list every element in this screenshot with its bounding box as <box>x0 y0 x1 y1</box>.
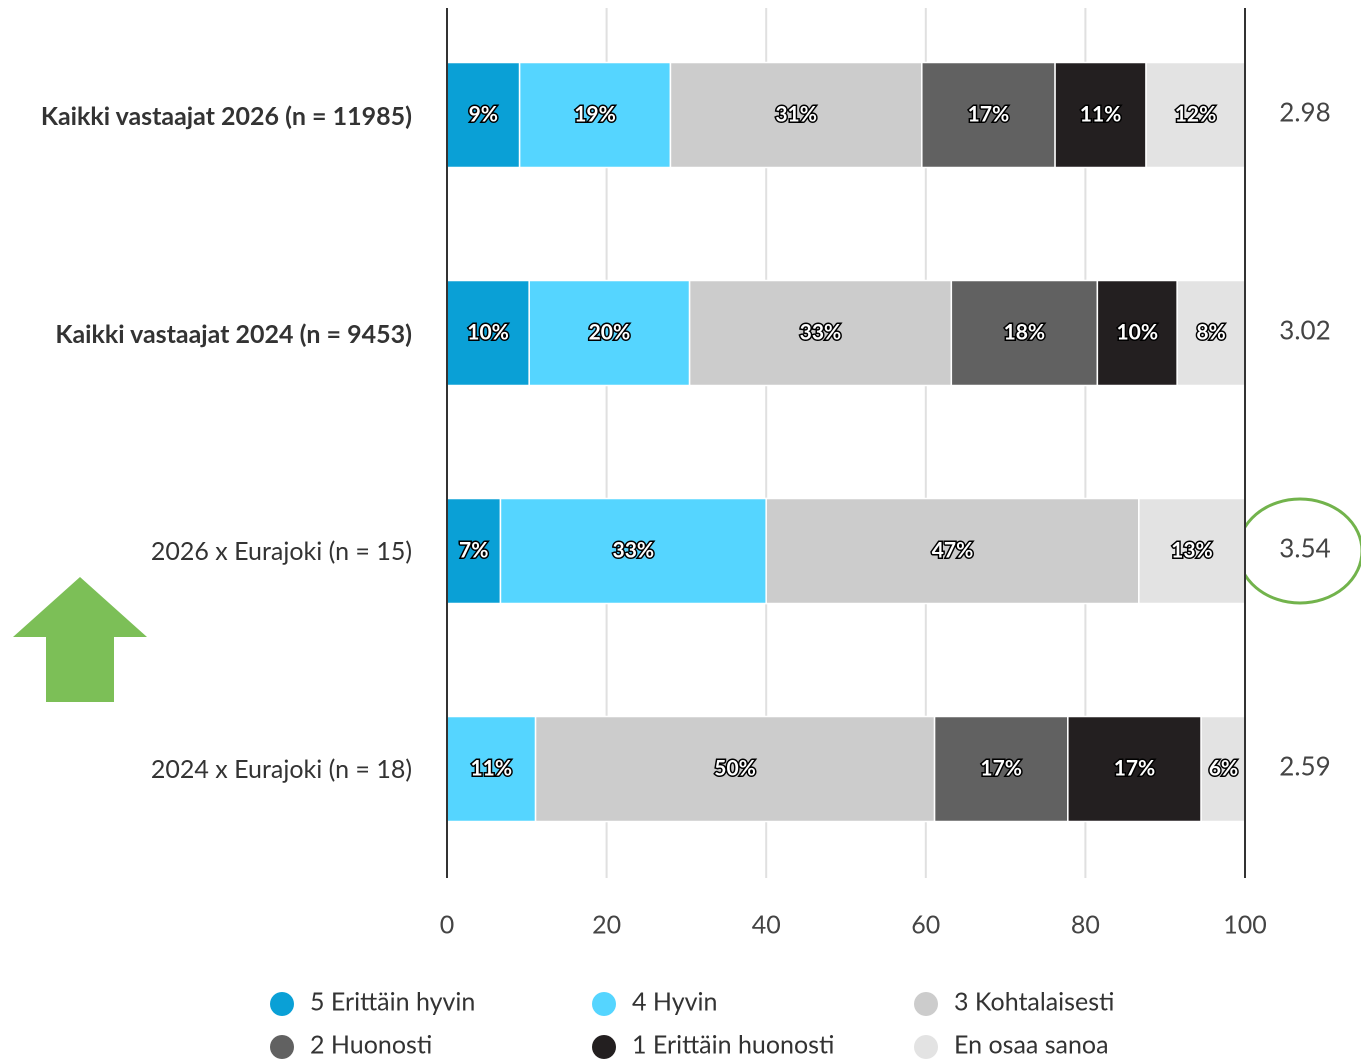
bar-segment <box>1145 61 1246 169</box>
data-label: 11% <box>1080 101 1122 126</box>
legend-swatch <box>270 992 294 1016</box>
legend-swatch <box>914 992 938 1016</box>
data-label: 18% <box>1004 319 1046 344</box>
legend-swatch <box>914 1035 938 1059</box>
legend-swatch <box>270 1035 294 1059</box>
category-label: 2026 x Eurajoki (n = 15) <box>150 536 412 566</box>
data-label: 31% <box>775 101 817 126</box>
legend-label: 5 Erittäin hyvin <box>310 986 475 1016</box>
category-label: 2024 x Eurajoki (n = 18) <box>150 754 412 784</box>
bar-segment <box>688 279 953 387</box>
x-tick-label: 40 <box>752 909 781 939</box>
bar-segment <box>1054 61 1147 169</box>
bar-segment <box>499 497 767 605</box>
x-tick-label: 80 <box>1071 909 1100 939</box>
data-label: 17% <box>980 755 1022 780</box>
data-label: 47% <box>932 537 974 562</box>
bar-segment <box>669 61 923 169</box>
data-label: 10% <box>467 319 509 344</box>
data-label: 12% <box>1175 101 1217 126</box>
legend-label: En osaa sanoa <box>954 1029 1109 1059</box>
legend-swatch <box>592 992 616 1016</box>
legend-label: 2 Huonosti <box>310 1029 432 1059</box>
x-tick-label: 20 <box>592 909 621 939</box>
data-label: 10% <box>1116 319 1158 344</box>
data-label: 6% <box>1209 755 1238 780</box>
data-label: 33% <box>800 319 842 344</box>
bar-segment <box>921 61 1056 169</box>
data-label: 9% <box>469 101 498 126</box>
bar-segment <box>446 715 537 823</box>
legend-label: 1 Erittäin huonosti <box>632 1029 834 1059</box>
data-label: 13% <box>1171 537 1213 562</box>
x-tick-label: 0 <box>440 909 455 939</box>
bar-segment <box>1200 715 1247 823</box>
legend-label: 4 Hyvin <box>632 986 717 1016</box>
data-label: 8% <box>1196 319 1225 344</box>
category-label: Kaikki vastaajat 2026 (n = 11985) <box>40 101 412 131</box>
x-tick-label: 100 <box>1223 909 1267 939</box>
data-label: 7% <box>459 537 488 562</box>
bar-segment <box>1138 497 1246 605</box>
mean-value: 2.59 <box>1279 750 1330 782</box>
data-label: 11% <box>470 755 512 780</box>
bar-segment <box>1067 715 1202 823</box>
data-label: 33% <box>613 537 655 562</box>
bar-segment <box>933 715 1069 823</box>
data-label: 50% <box>714 755 756 780</box>
mean-value: 3.02 <box>1279 314 1330 346</box>
legend-label: 3 Kohtalaisesti <box>954 986 1114 1016</box>
up-arrow <box>13 577 147 702</box>
bar-segment <box>534 715 936 823</box>
bar-segment <box>518 61 672 169</box>
bar-segment <box>1176 279 1246 387</box>
bar-segment <box>765 497 1140 605</box>
legend-swatch <box>592 1035 616 1059</box>
data-label: 17% <box>1114 755 1156 780</box>
category-label: Kaikki vastaajat 2024 (n = 9453) <box>55 319 412 349</box>
data-label: 17% <box>968 101 1010 126</box>
data-label: 19% <box>574 101 616 126</box>
x-tick-label: 60 <box>911 909 940 939</box>
data-label: 20% <box>589 319 631 344</box>
mean-value: 3.54 <box>1279 532 1330 564</box>
bar-segment <box>446 497 502 605</box>
mean-value: 2.98 <box>1279 96 1330 128</box>
bar-segment <box>1096 279 1178 387</box>
